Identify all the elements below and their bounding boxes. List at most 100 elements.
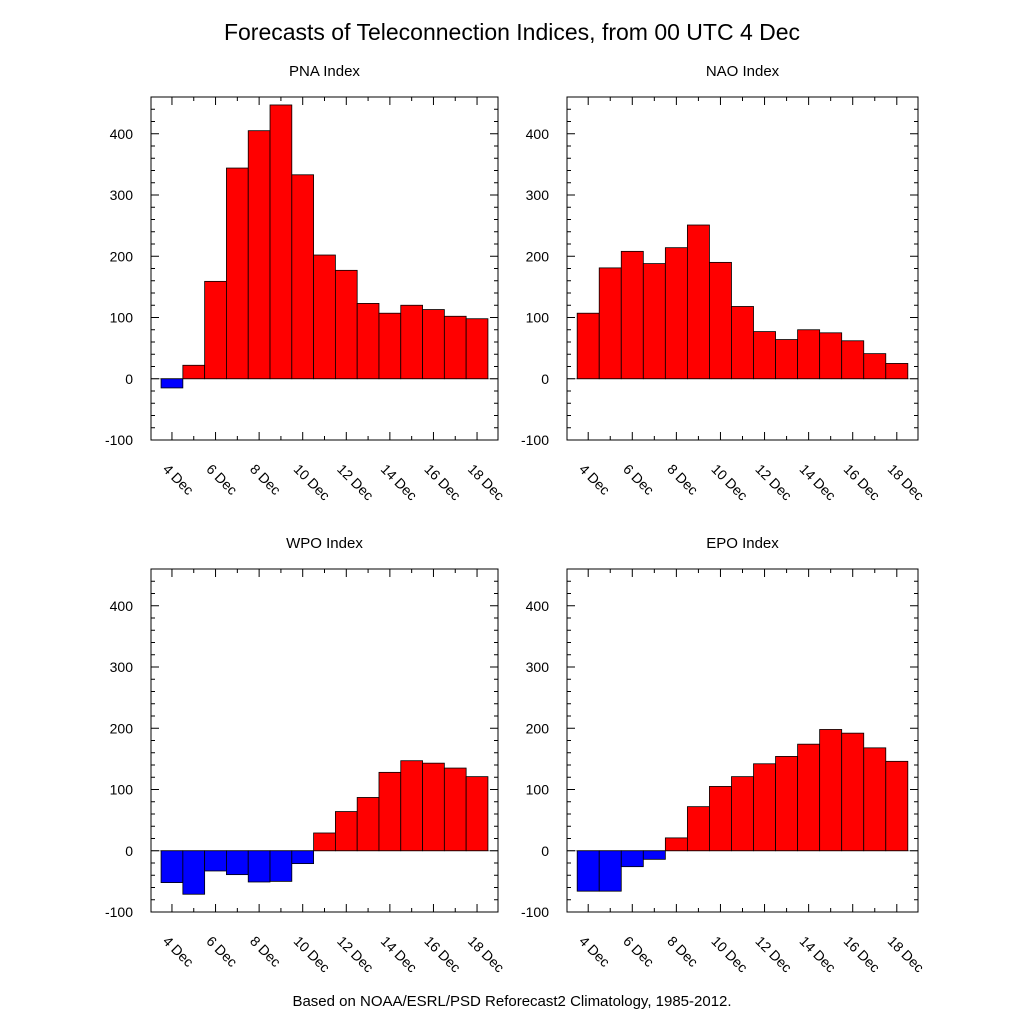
bar	[465, 318, 489, 380]
bar	[356, 797, 380, 852]
x-tick-label: 12 Dec	[752, 461, 795, 504]
bar	[775, 756, 799, 852]
y-tick-label: 200	[526, 248, 550, 264]
bar	[797, 743, 821, 852]
bar	[182, 364, 206, 380]
panel-title: NAO Index	[706, 63, 780, 80]
bar	[313, 254, 336, 380]
x-tick-label: 8 Dec	[664, 461, 701, 498]
x-tick-label: 12 Dec	[752, 933, 795, 976]
bar	[819, 332, 843, 380]
bar	[709, 261, 732, 380]
x-tick-label: 12 Dec	[334, 461, 377, 504]
bar	[620, 250, 644, 380]
x-tick-label: 4 Dec	[160, 461, 197, 498]
bar	[885, 760, 909, 852]
bar	[378, 312, 402, 380]
x-tick-label: 16 Dec	[421, 461, 464, 504]
x-tick-label: 8 Dec	[247, 461, 284, 498]
bar	[709, 786, 732, 852]
bar	[356, 303, 380, 380]
bar	[576, 312, 600, 380]
bar	[182, 850, 206, 895]
y-tick-label: 300	[110, 659, 134, 675]
x-tick-label: 14 Dec	[797, 461, 840, 504]
y-tick-label: 400	[110, 126, 134, 142]
bar	[841, 340, 865, 380]
figure-footer: Based on NOAA/ESRL/PSD Reforecast2 Clima…	[292, 993, 731, 1010]
bar	[731, 776, 754, 852]
x-tick-label: 10 Dec	[291, 461, 334, 504]
x-tick-label: 16 Dec	[421, 933, 464, 976]
x-tick-label: 10 Dec	[291, 933, 334, 976]
bar	[664, 837, 688, 852]
y-tick-label: 0	[125, 843, 133, 859]
bar	[204, 850, 227, 872]
bar	[160, 850, 184, 884]
x-tick-label: 6 Dec	[620, 461, 657, 498]
bar	[797, 329, 821, 380]
x-tick-label: 6 Dec	[620, 933, 657, 970]
x-tick-label: 16 Dec	[841, 933, 884, 976]
x-tick-label: 18 Dec	[885, 461, 928, 504]
bar	[247, 130, 271, 380]
bar	[422, 762, 445, 852]
y-tick-label: 0	[541, 371, 549, 387]
bar	[400, 304, 423, 380]
bar	[642, 263, 666, 380]
y-tick-label: -100	[105, 432, 133, 448]
bar	[313, 832, 336, 852]
bar	[378, 771, 402, 852]
y-tick-label: 100	[110, 310, 134, 326]
chart-panel: NAO Index -100 0 100 200 300 400 4 Dec 6 Dec 8 De…	[521, 63, 927, 503]
x-tick-label: 8 Dec	[247, 933, 284, 970]
bar	[443, 315, 467, 380]
x-tick-label: 8 Dec	[664, 933, 701, 970]
bar	[686, 806, 710, 852]
bar	[642, 850, 666, 860]
bar	[620, 850, 644, 868]
bar	[160, 378, 184, 389]
x-tick-label: 14 Dec	[797, 933, 840, 976]
y-tick-label: 100	[526, 782, 550, 798]
x-tick-label: 14 Dec	[378, 933, 421, 976]
bar	[731, 306, 754, 380]
x-tick-label: 16 Dec	[841, 461, 884, 504]
y-tick-label: -100	[521, 904, 549, 920]
bar	[226, 167, 249, 380]
x-tick-label: 6 Dec	[203, 461, 240, 498]
y-tick-label: 200	[526, 720, 550, 736]
y-tick-label: 300	[526, 187, 550, 203]
y-tick-label: 400	[110, 598, 134, 614]
bar	[465, 776, 489, 852]
bar	[885, 363, 909, 380]
bar	[269, 104, 293, 380]
y-tick-label: 300	[110, 187, 134, 203]
y-tick-label: 200	[110, 720, 134, 736]
bar	[598, 850, 622, 892]
chart-panel: PNA Index -100 0 100 200 300 400 4 Dec 6 Dec 8 De…	[105, 63, 508, 503]
bar	[819, 729, 843, 852]
x-tick-label: 10 Dec	[708, 933, 751, 976]
x-tick-label: 14 Dec	[378, 461, 421, 504]
bar	[598, 267, 622, 380]
y-tick-label: 200	[110, 248, 134, 264]
x-tick-label: 4 Dec	[576, 933, 613, 970]
y-tick-label: 100	[526, 310, 550, 326]
panel-title: EPO Index	[706, 535, 779, 552]
bar	[204, 280, 227, 380]
bar	[247, 850, 271, 883]
x-tick-label: 18 Dec	[465, 461, 508, 504]
y-tick-label: 0	[125, 371, 133, 387]
bar	[226, 850, 249, 876]
chart-panel: EPO Index -100 0 100 200 300 400 4 Dec 6 Dec 8 De…	[521, 535, 927, 975]
y-tick-label: 400	[526, 126, 550, 142]
bar	[400, 760, 423, 852]
bar	[291, 850, 315, 865]
bar	[775, 339, 799, 380]
x-tick-label: 12 Dec	[334, 933, 377, 976]
bar	[291, 174, 315, 380]
y-tick-label: -100	[105, 904, 133, 920]
